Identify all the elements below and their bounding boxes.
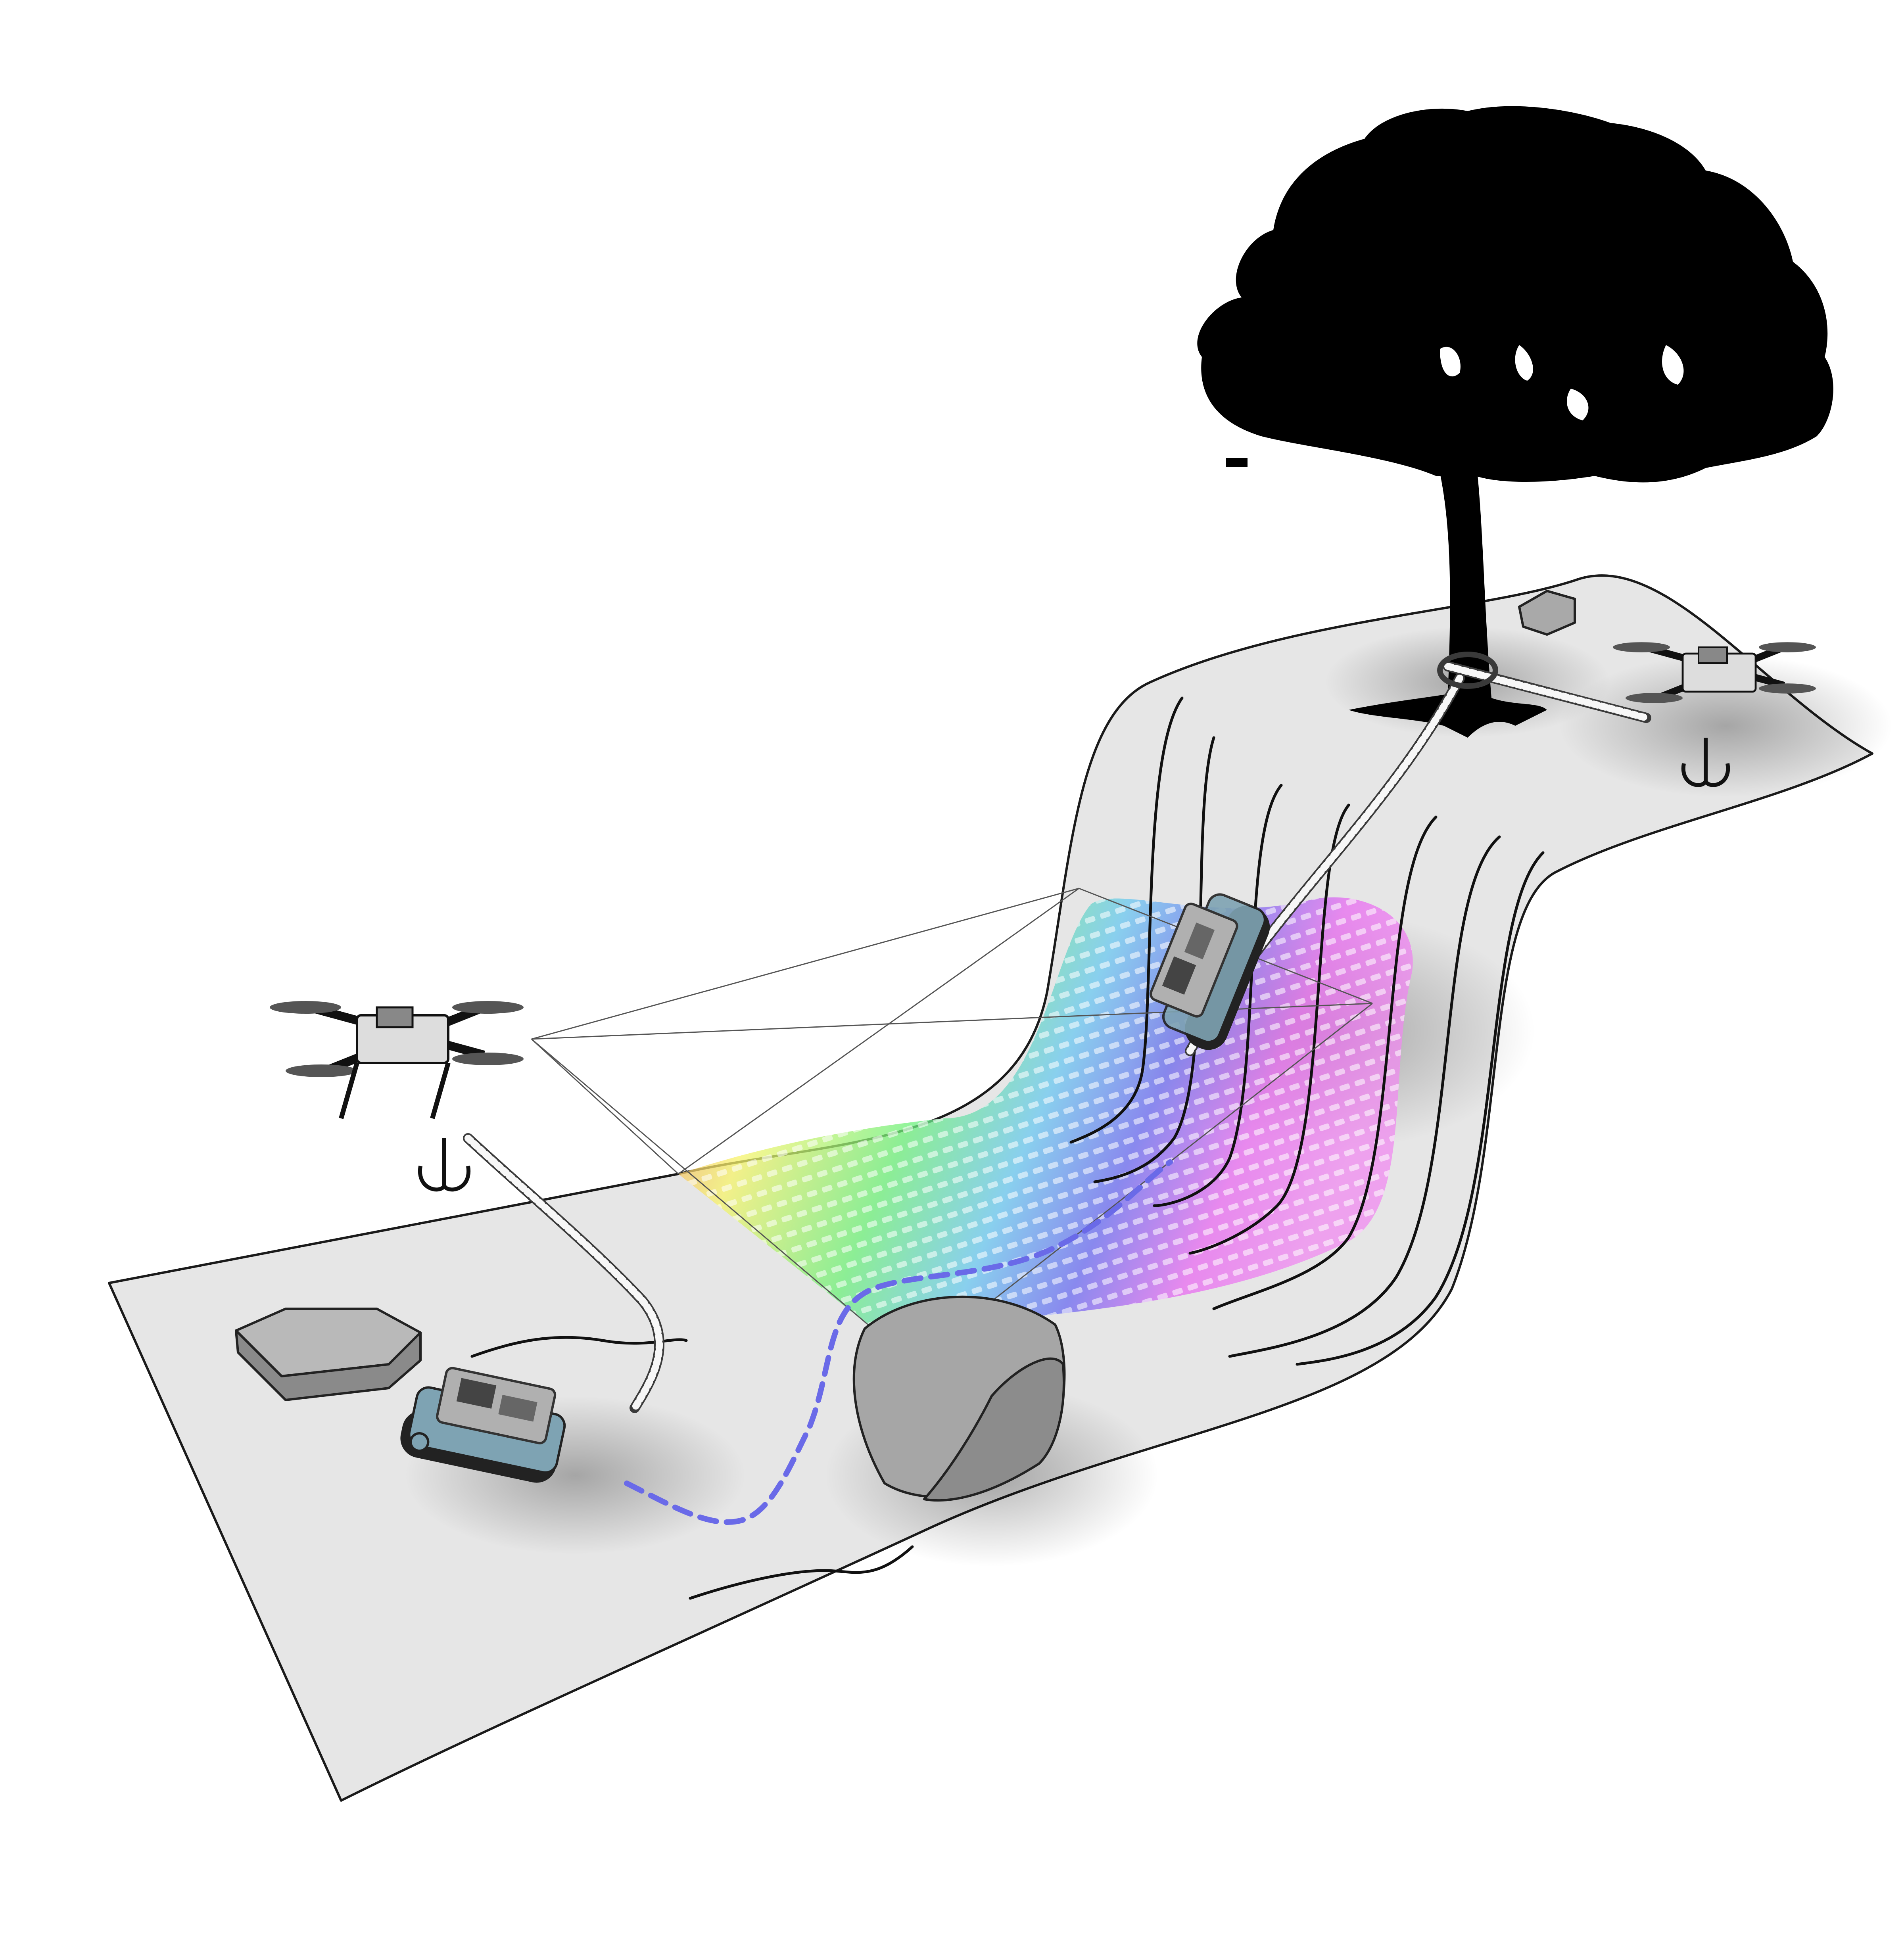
- drone-icon: [1613, 642, 1816, 703]
- rover-icon: [400, 1367, 566, 1483]
- rover-icon: [1150, 893, 1270, 1050]
- rock-icon: [235, 1308, 422, 1401]
- tree-icon: [1197, 106, 1833, 738]
- grappling-hook-icon: [418, 1138, 471, 1192]
- drone-icon: [270, 1001, 524, 1119]
- contour-lines: [470, 696, 1545, 1600]
- rock-icon: [1518, 590, 1576, 636]
- planned-path: [624, 1159, 1173, 1525]
- grappling-hook-icon: [1681, 738, 1730, 787]
- rock-icon: [852, 1295, 1066, 1502]
